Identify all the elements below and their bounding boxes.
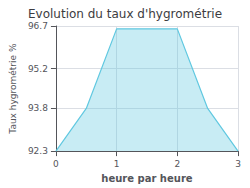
svg-text:heure par heure: heure par heure [101, 173, 192, 184]
svg-text:95.2: 95.2 [28, 64, 48, 74]
svg-text:3: 3 [235, 159, 241, 169]
svg-text:Taux hygrométrie %: Taux hygrométrie % [8, 43, 18, 135]
svg-text:2: 2 [174, 159, 180, 169]
svg-text:0: 0 [53, 159, 59, 169]
svg-text:92.3: 92.3 [28, 146, 48, 156]
svg-text:Evolution du taux d'hygrométri: Evolution du taux d'hygrométrie [28, 7, 222, 21]
svg-text:96.7: 96.7 [28, 21, 48, 31]
svg-text:93.8: 93.8 [28, 103, 48, 113]
svg-text:1: 1 [114, 159, 120, 169]
